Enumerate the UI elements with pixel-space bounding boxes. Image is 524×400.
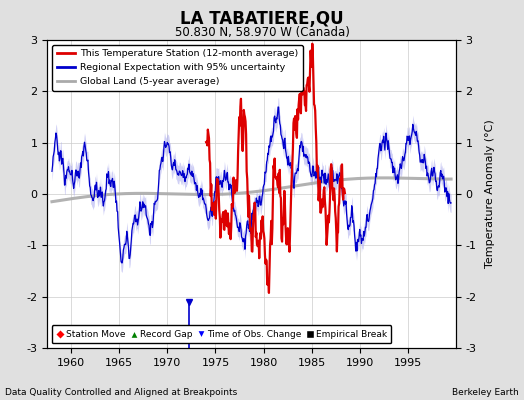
Text: LA TABATIERE,QU: LA TABATIERE,QU xyxy=(180,10,344,28)
Text: Data Quality Controlled and Aligned at Breakpoints: Data Quality Controlled and Aligned at B… xyxy=(5,388,237,397)
Text: Berkeley Earth: Berkeley Earth xyxy=(452,388,519,397)
Text: 50.830 N, 58.970 W (Canada): 50.830 N, 58.970 W (Canada) xyxy=(174,26,350,39)
Y-axis label: Temperature Anomaly (°C): Temperature Anomaly (°C) xyxy=(485,120,495,268)
Legend: Station Move, Record Gap, Time of Obs. Change, Empirical Break: Station Move, Record Gap, Time of Obs. C… xyxy=(52,326,391,344)
